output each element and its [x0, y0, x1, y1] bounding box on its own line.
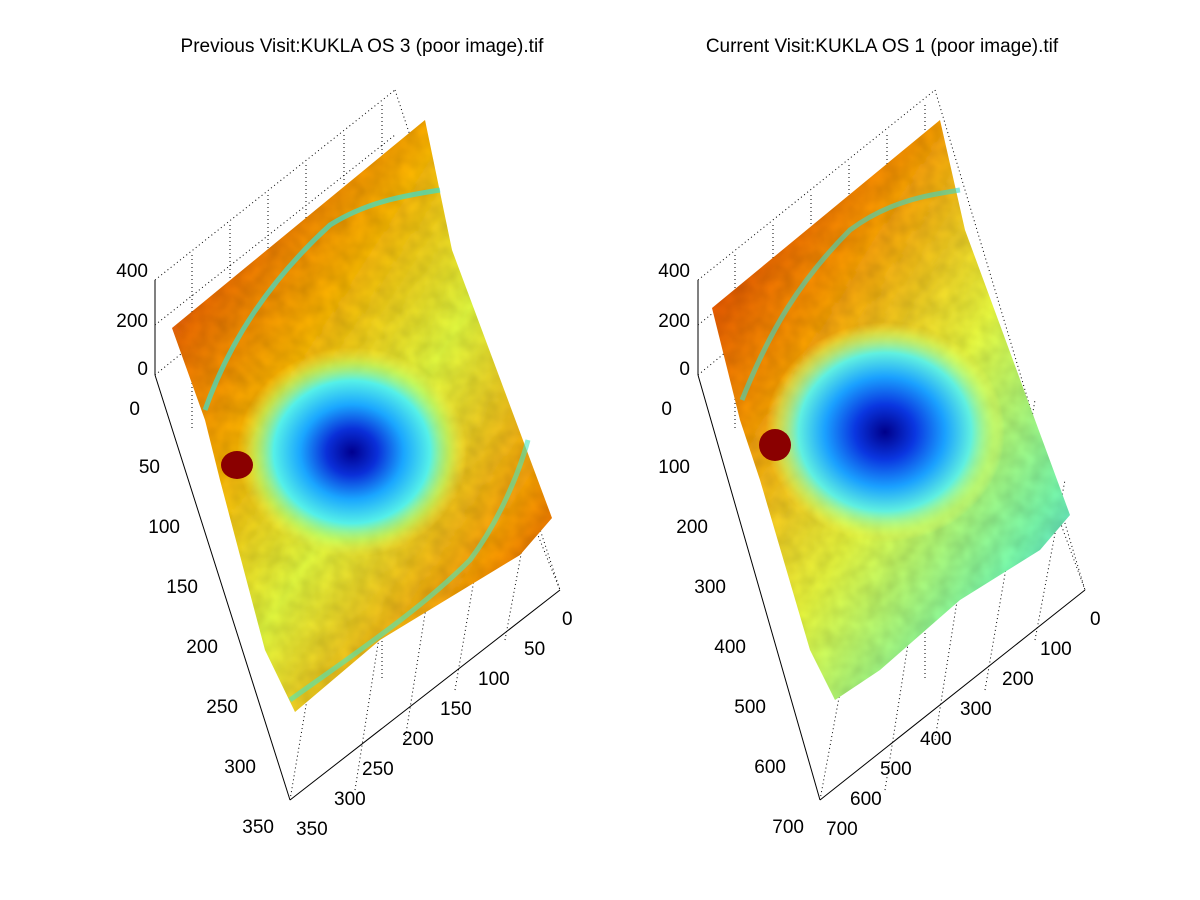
left-x-tick: 350 — [296, 819, 328, 840]
right-y-tick: 500 — [734, 697, 766, 718]
left-x-tick: 150 — [440, 699, 472, 720]
right-z-tick: 0 — [679, 359, 690, 380]
left-y-ticks: 0 50 100 150 200 250 300 350 — [129, 399, 274, 838]
right-x-ticks: 0 100 200 300 400 500 600 700 — [826, 609, 1101, 840]
right-fovea-pit — [765, 322, 1005, 542]
left-x-tick: 0 — [562, 609, 573, 630]
right-x-tick: 600 — [850, 789, 882, 810]
right-x-tick: 700 — [826, 819, 858, 840]
left-x-tick: 300 — [334, 789, 366, 810]
right-x-tick: 400 — [920, 729, 952, 750]
right-y-tick: 600 — [754, 757, 786, 778]
right-y-tick: 0 — [661, 399, 672, 420]
left-title: Previous Visit:KUKLA OS 3 (poor image).t… — [181, 36, 545, 57]
right-axes — [697, 280, 1086, 801]
left-z-tick: 0 — [137, 359, 148, 380]
left-y-tick: 200 — [186, 637, 218, 658]
left-y-tick: 50 — [139, 457, 160, 478]
left-z-tick: 400 — [116, 261, 148, 282]
left-x-ticks: 0 50 100 150 200 250 300 350 — [296, 609, 573, 840]
right-vessel-upper — [739, 187, 961, 401]
left-x-tick: 50 — [524, 639, 545, 660]
left-y-tick: 150 — [166, 577, 198, 598]
left-vessel-upper — [202, 187, 441, 411]
right-x-tick: 200 — [1002, 669, 1034, 690]
left-y-tick: 300 — [224, 757, 256, 778]
left-z-ticks: 0 200 400 — [116, 261, 148, 380]
left-x-tick: 200 — [402, 729, 434, 750]
right-y-tick: 300 — [694, 577, 726, 598]
right-y-tick: 200 — [676, 517, 708, 538]
right-optic-bump — [759, 429, 791, 461]
right-panel: Current Visit:KUKLA OS 1 (poor image).ti… — [658, 36, 1100, 840]
right-z-tick: 200 — [658, 311, 690, 332]
left-x-tick: 100 — [478, 669, 510, 690]
right-z-tick: 400 — [658, 261, 690, 282]
left-fovea-pit — [237, 347, 467, 557]
right-x-tick: 300 — [960, 699, 992, 720]
right-z-ticks: 0 200 400 — [658, 261, 690, 380]
left-x-tick: 250 — [362, 759, 394, 780]
left-y-tick: 250 — [206, 697, 238, 718]
right-x-tick: 0 — [1090, 609, 1101, 630]
right-y-tick: 700 — [772, 817, 804, 838]
left-y-tick: 350 — [242, 817, 274, 838]
left-axes — [154, 280, 561, 801]
left-y-tick: 100 — [148, 517, 180, 538]
left-panel: Previous Visit:KUKLA OS 3 (poor image).t… — [116, 36, 572, 840]
left-vessel-lower — [288, 439, 531, 703]
right-title: Current Visit:KUKLA OS 1 (poor image).ti… — [706, 36, 1059, 57]
left-y-tick: 0 — [129, 399, 140, 420]
left-optic-bump — [221, 451, 253, 479]
right-y-tick: 100 — [658, 457, 690, 478]
left-z-tick: 200 — [116, 311, 148, 332]
right-y-ticks: 0 100 200 300 400 500 600 700 — [658, 399, 804, 838]
right-y-tick: 400 — [714, 637, 746, 658]
right-x-tick: 100 — [1040, 639, 1072, 660]
right-x-tick: 500 — [880, 759, 912, 780]
